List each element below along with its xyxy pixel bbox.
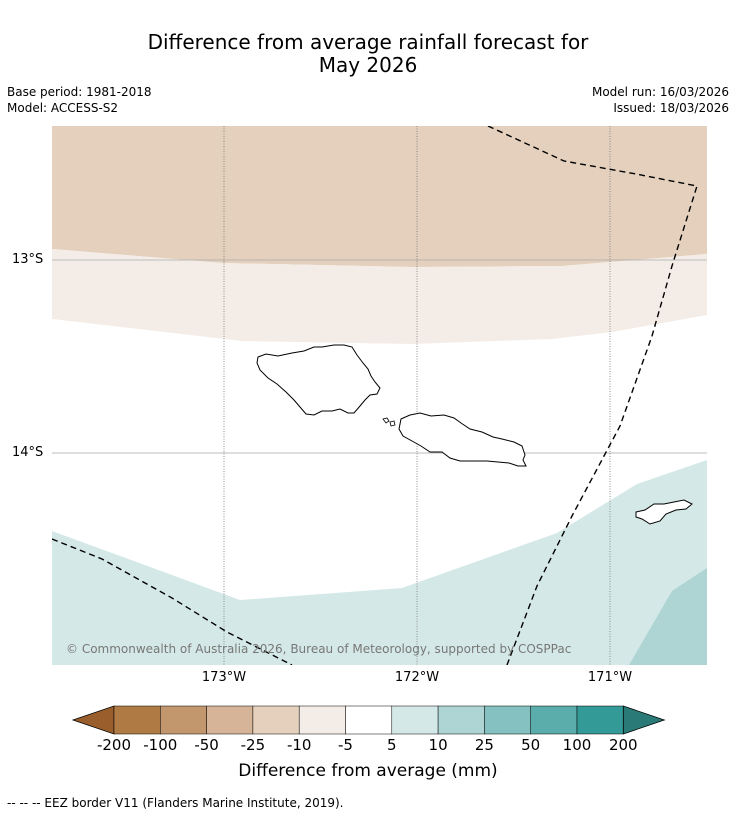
islet-2 <box>389 420 396 427</box>
colorbar-tick-label: -10 <box>286 736 312 754</box>
colorbar-label: Difference from average (mm) <box>238 761 498 781</box>
colorbar-segment <box>391 705 439 735</box>
lon-label-172w: 172°W <box>394 670 440 685</box>
title-line-2: May 2026 <box>318 53 418 77</box>
colorbar-segment <box>530 705 578 735</box>
copyright-text: © Commonwealth of Australia 2026, Bureau… <box>66 642 572 656</box>
colorbar-tick-label: 5 <box>387 736 397 754</box>
eez-footnote: -- -- -- EEZ border V11 (Flanders Marine… <box>7 796 344 810</box>
colorbar-segment <box>160 705 207 735</box>
colorbar-segment <box>113 705 161 735</box>
lon-label-171w: 171°W <box>587 670 633 685</box>
colorbar-tick-label: 100 <box>562 736 592 754</box>
eez-border-east <box>487 126 698 665</box>
tutuila-island <box>635 499 693 525</box>
colorbar-tick-label: -100 <box>143 736 178 754</box>
band-10-25 <box>629 568 707 665</box>
colorbar-segment <box>345 705 393 735</box>
colorbar-tick-label: -25 <box>240 736 266 754</box>
model-name: Model: ACCESS-S2 <box>7 101 119 115</box>
colorbar-tick-label: -200 <box>96 736 132 754</box>
colorbar-extend-high <box>622 705 666 735</box>
title-line-1: Difference from average rainfall forecas… <box>147 30 589 54</box>
band-5-10 <box>52 460 707 665</box>
colorbar-extend-low <box>71 705 115 735</box>
lon-label-173w: 173°W <box>201 670 247 685</box>
model-run: Model run: 16/03/2026 <box>591 85 729 99</box>
map-canvas <box>52 126 707 665</box>
band-minus25-minus10 <box>52 126 707 267</box>
lat-label-14s: 14°S <box>12 445 44 460</box>
upolu-island <box>398 412 527 467</box>
colorbar-tick-label: 50 <box>521 736 541 754</box>
lat-label-13s: 13°S <box>12 252 44 267</box>
colorbar-segment <box>437 705 485 735</box>
band-minus10-minus5 <box>52 249 707 344</box>
eez-border-southwest <box>52 538 293 665</box>
colorbar-tick-label: 25 <box>474 736 494 754</box>
upolu-savaii-island-west <box>256 344 381 416</box>
base-period: Base period: 1981-2018 <box>7 85 152 99</box>
chart-title: Difference from average rainfall forecas… <box>0 31 736 77</box>
meta-right: Model run: 16/03/2026 Issued: 18/03/2026 <box>592 84 729 116</box>
meta-left: Base period: 1981-2018 Model: ACCESS-S2 <box>7 84 152 116</box>
rainfall-map: © Commonwealth of Australia 2026, Bureau… <box>52 126 707 665</box>
colorbar-segment <box>206 705 254 735</box>
colorbar-segment <box>484 705 531 735</box>
colorbar-segment <box>298 705 346 735</box>
colorbar-tick-label: -5 <box>338 736 353 754</box>
colorbar-segment <box>252 705 300 735</box>
colorbar-tick-label: -50 <box>194 736 219 754</box>
colorbar <box>71 705 666 735</box>
islet-1 <box>382 417 390 424</box>
colorbar-tick-label: 10 <box>428 736 448 754</box>
issued-date: Issued: 18/03/2026 <box>613 101 729 115</box>
colorbar-tick-label: 200 <box>608 736 638 754</box>
colorbar-segment <box>576 705 624 735</box>
